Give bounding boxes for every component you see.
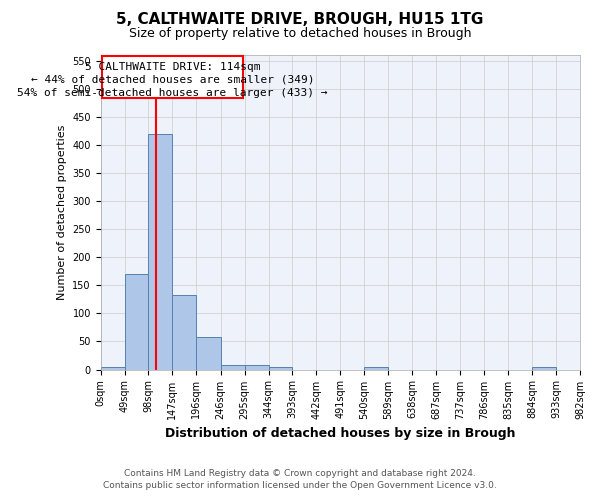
Bar [172,295,196,370]
Bar [269,368,292,370]
Bar [364,367,388,370]
X-axis label: Distribution of detached houses by size in Brough: Distribution of detached houses by size … [165,427,515,440]
Text: Size of property relative to detached houses in Brough: Size of property relative to detached ho… [129,28,471,40]
Text: 54% of semi-detached houses are larger (433) →: 54% of semi-detached houses are larger (… [17,88,328,98]
Text: 5, CALTHWAITE DRIVE, BROUGH, HU15 1TG: 5, CALTHWAITE DRIVE, BROUGH, HU15 1TG [116,12,484,28]
Bar [101,367,125,370]
Bar [196,337,221,370]
Bar [125,274,148,370]
FancyBboxPatch shape [101,56,243,98]
Y-axis label: Number of detached properties: Number of detached properties [57,124,67,300]
Bar [245,365,269,370]
Bar [148,134,172,370]
Text: Contains public sector information licensed under the Open Government Licence v3: Contains public sector information licen… [103,481,497,490]
Text: 5 CALTHWAITE DRIVE: 114sqm: 5 CALTHWAITE DRIVE: 114sqm [85,62,260,72]
Text: Contains HM Land Registry data © Crown copyright and database right 2024.: Contains HM Land Registry data © Crown c… [124,468,476,477]
Text: ← 44% of detached houses are smaller (349): ← 44% of detached houses are smaller (34… [31,74,314,85]
Bar [532,367,556,370]
Bar [221,365,245,370]
